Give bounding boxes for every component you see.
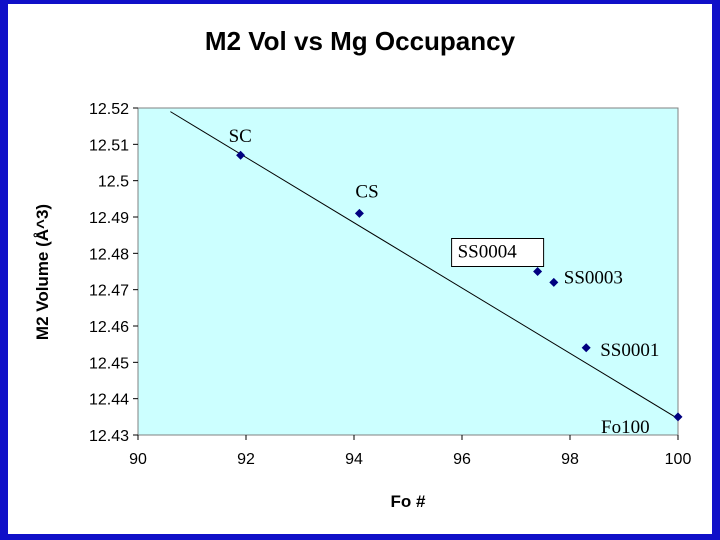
y-tick-label: 12.51	[89, 137, 129, 154]
y-tick-label: 12.47	[89, 283, 129, 300]
slide: M2 Vol vs Mg Occupancy 12.43 12.44 12.45 12…	[8, 4, 712, 534]
data-points	[236, 150, 683, 422]
x-tick-label: 100	[665, 451, 692, 468]
y-tick-label: 12.48	[89, 246, 129, 263]
point-label: Fo100	[601, 417, 650, 438]
plot-area	[137, 107, 679, 436]
point-label: SS0001	[600, 340, 659, 361]
point-label: CS	[355, 181, 378, 202]
chart-title: M2 Vol vs Mg Occupancy	[205, 26, 516, 56]
y-tick-label: 12.43	[89, 428, 129, 445]
point-label: SC	[229, 126, 252, 147]
x-tick-label: 96	[453, 451, 471, 468]
x-axis: 90 92 94 96 98 100	[129, 435, 691, 468]
data-point	[236, 150, 246, 160]
y-axis-label: M2 Volume (Å^3)	[33, 204, 52, 340]
y-axis: 12.4312.4412.4512.4612.4712.4812.4912.51…	[89, 101, 138, 445]
trendline	[170, 111, 679, 420]
y-tick-label: 12.5	[98, 174, 129, 191]
y-tick-label: 12.52	[89, 101, 129, 118]
data-point	[581, 343, 591, 353]
y-tick-label: 12.46	[89, 319, 129, 336]
point-label: SS0003	[564, 267, 623, 288]
x-tick-label: 92	[237, 451, 255, 468]
x-tick-label: 98	[561, 451, 579, 468]
point-labels: SC CS SS0004 SS0003 SS0001 Fo100	[229, 126, 660, 438]
label-box	[451, 238, 545, 267]
y-tick-label: 12.44	[89, 392, 129, 409]
data-point	[549, 277, 559, 287]
data-point	[533, 267, 543, 276]
y-tick-label: 12.45	[89, 355, 129, 372]
data-point	[673, 412, 683, 422]
x-tick-label: 94	[345, 451, 363, 468]
x-axis-label: Fo #	[391, 492, 426, 511]
point-label: SS0004	[458, 242, 518, 263]
y-tick-label: 12.49	[89, 210, 129, 227]
scatter-chart: M2 Vol vs Mg Occupancy 12.43 12.44 12.45 12…	[33, 26, 691, 511]
data-point	[354, 208, 364, 218]
x-tick-label: 90	[129, 451, 147, 468]
